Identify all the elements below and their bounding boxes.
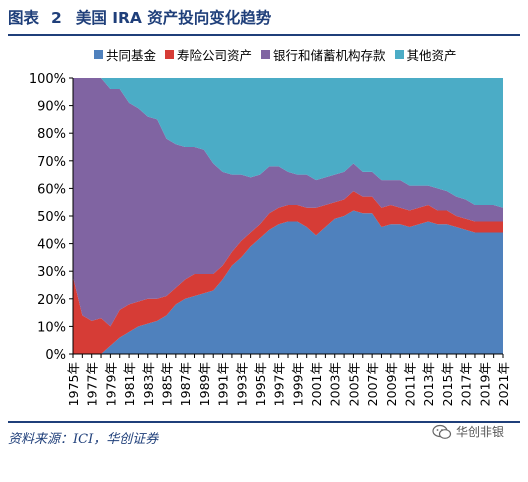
area-series-1 xyxy=(73,191,503,354)
x-tick-label-17: 2009年 xyxy=(384,362,399,406)
x-tick-label-15: 2005年 xyxy=(346,362,361,406)
y-tick-label-1: 10% xyxy=(37,320,66,335)
x-tick-label-5: 1985年 xyxy=(159,362,174,406)
legend-label-bank-deposits: 银行和储蓄机构存款 xyxy=(273,48,386,63)
legend-item-other-assets: 其他资产 xyxy=(394,45,457,64)
figure-number: 2 xyxy=(51,9,62,27)
x-tick-label-13: 2001年 xyxy=(309,362,324,406)
figure-title: 图表 2 美国 IRA 资产投向变化趋势 xyxy=(8,6,271,28)
x-tick-label-12: 1999年 xyxy=(290,362,305,406)
y-tick-label-4: 40% xyxy=(37,238,66,253)
title-divider xyxy=(8,34,520,36)
y-tick-label-0: 0% xyxy=(45,348,66,363)
figure-label: 图表 xyxy=(8,9,40,27)
y-tick-label-2: 20% xyxy=(37,293,66,308)
source-divider xyxy=(8,421,520,423)
legend-label-life-insurance: 寿险公司资产 xyxy=(177,48,253,63)
y-tick-label-3: 30% xyxy=(37,265,66,280)
x-tick-label-14: 2003年 xyxy=(328,362,343,406)
y-tick-label-8: 80% xyxy=(37,127,66,142)
x-tick-label-19: 2013年 xyxy=(421,362,436,406)
x-tick-label-21: 2017年 xyxy=(459,362,474,406)
legend-swatch-bank-deposits xyxy=(261,50,271,59)
x-tick-label-22: 2019年 xyxy=(477,362,492,406)
x-tick-label-8: 1991年 xyxy=(216,362,231,406)
y-tick-label-5: 50% xyxy=(37,210,66,225)
area-series-0 xyxy=(73,210,503,354)
legend-item-mutual-funds: 共同基金 xyxy=(94,45,156,64)
y-tick-label-7: 70% xyxy=(37,155,66,170)
legend-item-life-insurance: 寿险公司资产 xyxy=(165,45,252,64)
wechat-icon xyxy=(432,424,452,439)
x-tick-label-4: 1983年 xyxy=(141,362,156,406)
x-tick-label-9: 1993年 xyxy=(234,362,249,406)
legend-swatch-life-insurance xyxy=(165,50,175,59)
y-tick-label-9: 90% xyxy=(37,100,66,115)
x-tick-label-0: 1975年 xyxy=(66,362,81,406)
x-tick-label-6: 1987年 xyxy=(178,362,193,406)
x-tick-label-18: 2011年 xyxy=(403,362,418,406)
x-tick-label-23: 2021年 xyxy=(496,362,511,406)
legend-swatch-other-assets xyxy=(394,50,404,59)
watermark-text: 华创非银 xyxy=(456,425,505,439)
chart-legend: 共同基金 寿险公司资产 银行和储蓄机构存款 其他资产 xyxy=(94,45,457,64)
x-tick-label-7: 1989年 xyxy=(197,362,212,406)
y-tick-label-6: 60% xyxy=(37,182,66,197)
source-note: 资料来源：ICI，华创证券 xyxy=(8,432,159,447)
x-tick-label-20: 2015年 xyxy=(440,362,455,406)
legend-item-bank-deposits: 银行和储蓄机构存款 xyxy=(261,45,386,64)
legend-swatch-mutual-funds xyxy=(94,50,103,59)
figure-title-text: 美国 IRA 资产投向变化趋势 xyxy=(75,9,272,27)
area-series-3 xyxy=(73,78,503,208)
area-series-2 xyxy=(73,78,503,327)
legend-label-mutual-funds: 共同基金 xyxy=(106,48,157,63)
x-tick-label-3: 1981年 xyxy=(122,362,137,406)
watermark: 华创非银 xyxy=(432,423,504,440)
x-tick-label-1: 1977年 xyxy=(85,362,100,406)
stacked-area-chart: 0% 10% 20% 30% 40% 50% 60% 70% 80% 90% 100% 1975年 19… xyxy=(29,72,511,406)
x-tick-label-11: 1997年 xyxy=(272,362,287,406)
x-tick-label-2: 1979年 xyxy=(103,362,118,406)
x-tick-label-16: 2007年 xyxy=(365,362,380,406)
legend-label-other-assets: 其他资产 xyxy=(406,48,457,63)
y-tick-label-10: 100% xyxy=(29,72,66,87)
x-tick-label-10: 1995年 xyxy=(253,362,268,406)
